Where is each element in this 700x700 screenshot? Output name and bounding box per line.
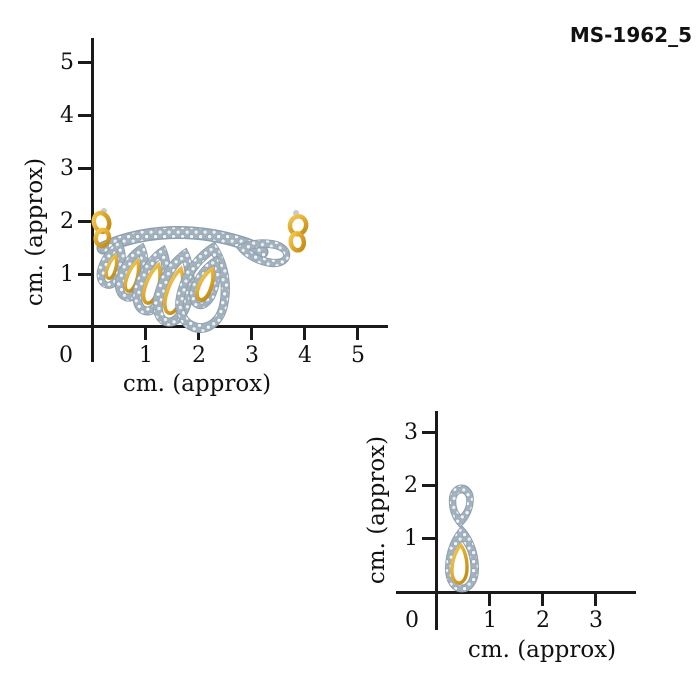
x-tick-label: 3	[589, 608, 603, 633]
pendant-gold-bail-left	[91, 208, 112, 249]
earring-top-loop	[448, 484, 474, 528]
y-tick	[422, 537, 436, 540]
x-tick	[488, 594, 491, 606]
earring-gold-drop	[450, 542, 469, 585]
x-tick	[197, 328, 200, 340]
x-axis-line	[396, 591, 636, 594]
y-tick-label: 2	[60, 209, 74, 234]
y-tick-label: 4	[60, 103, 74, 128]
y-tick	[78, 114, 92, 117]
x-tick-label: 3	[245, 343, 259, 368]
y-axis-line	[91, 38, 94, 362]
x-tick-label: 0	[405, 608, 419, 633]
y-tick	[422, 484, 436, 487]
x-tick	[250, 328, 253, 340]
pendant-gold-accent-5	[195, 266, 215, 302]
x-tick	[594, 594, 597, 606]
y-tick-label: 3	[404, 420, 418, 445]
y-tick-label: 5	[60, 50, 74, 75]
x-tick-label: 4	[298, 343, 312, 368]
x-tick-label: 0	[59, 343, 73, 368]
x-tick	[144, 328, 147, 340]
pendant-gold-bail-right	[287, 210, 309, 253]
y-tick	[78, 167, 92, 170]
pendant-photo	[91, 208, 309, 333]
y-tick-label: 3	[60, 156, 74, 181]
y-tick-label: 1	[60, 262, 74, 287]
x-tick	[541, 594, 544, 606]
y-tick	[78, 220, 92, 223]
x-tick-label: 1	[139, 343, 153, 368]
y-axis-line	[435, 411, 438, 630]
x-tick	[356, 328, 359, 340]
pendant-gold-accent-2	[123, 257, 141, 293]
pendant-loop-5	[175, 241, 230, 333]
x-axis-title: cm. (approx)	[467, 637, 617, 663]
y-tick	[422, 431, 436, 434]
x-tick-label: 2	[536, 608, 550, 633]
x-tick	[303, 328, 306, 340]
product-code: MS-1962_5	[569, 23, 692, 47]
x-tick-label: 1	[483, 608, 497, 633]
x-axis-title: cm. (approx)	[122, 371, 272, 397]
y-tick	[78, 61, 92, 64]
x-tick-label: 5	[351, 343, 365, 368]
y-tick-label: 1	[404, 526, 418, 551]
earring-bottom-loop	[444, 525, 480, 593]
pendant-gold-accent-1	[104, 252, 119, 280]
x-axis-line	[48, 325, 388, 328]
pendant-right-loop	[235, 239, 291, 268]
y-tick-label: 2	[404, 473, 418, 498]
x-tick-label: 2	[192, 343, 206, 368]
y-tick	[78, 273, 92, 276]
earring-photo	[444, 484, 480, 593]
pendant-inner-ring	[189, 255, 221, 310]
